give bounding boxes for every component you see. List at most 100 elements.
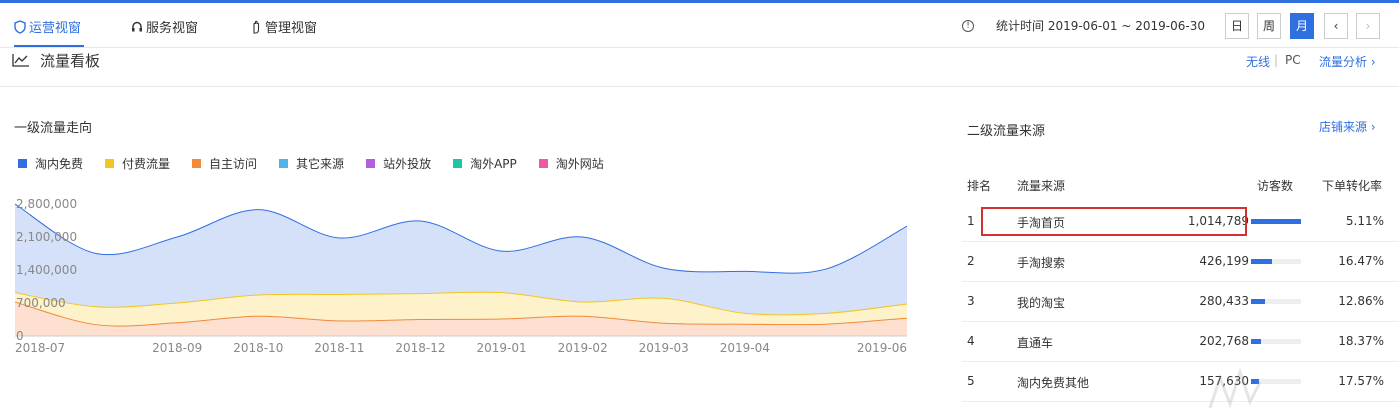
x-tick-label: 2018-07 <box>15 341 65 355</box>
header-source: 流量来源 <box>1017 179 1066 193</box>
x-tick-label: 2018-09 <box>152 341 202 355</box>
legend-item[interactable]: 其它来源 <box>279 155 344 172</box>
legend-label: 付费流量 <box>122 157 171 171</box>
header-visitors: 访客数 <box>1257 179 1294 193</box>
visitor-share-bar <box>1251 219 1301 224</box>
legend-item[interactable]: 淘内免费 <box>18 155 83 172</box>
table-row[interactable]: 2 手淘搜索 426,199 16.47% <box>962 242 1399 282</box>
visitor-share-bar <box>1251 379 1301 384</box>
row-source: 我的淘宝 <box>1017 296 1066 310</box>
row-visitors: 426,199 <box>1199 254 1249 268</box>
legend-label: 淘内免费 <box>35 157 84 171</box>
row-source: 手淘首页 <box>1017 216 1066 230</box>
legend-label: 淘外APP <box>470 157 517 171</box>
legend-swatch <box>366 159 376 168</box>
info-icon[interactable]: ! <box>962 19 974 32</box>
legend-label: 自主访问 <box>209 157 258 171</box>
next-period-button[interactable]: › <box>1356 13 1380 39</box>
traffic-analysis-link[interactable]: 流量分析 › <box>1319 55 1376 69</box>
visitor-share-fill <box>1251 259 1272 264</box>
traffic-trend-chart: 2,800,0002,100,0001,400,000700,00002018-… <box>14 197 908 355</box>
legend-item[interactable]: 淘外网站 <box>538 155 604 172</box>
tab-service[interactable]: 服务视窗 <box>131 17 198 36</box>
visitor-share-fill <box>1251 299 1265 304</box>
tab-service-label: 服务视窗 <box>146 21 199 36</box>
x-tick-label: 2019-02 <box>558 341 608 355</box>
prev-period-button[interactable]: ‹ <box>1324 13 1348 39</box>
y-tick-label: 700,000 <box>16 296 66 310</box>
row-conversion: 18.37% <box>1338 334 1384 348</box>
table-row[interactable]: 1 手淘首页 1,014,789 5.11% <box>962 202 1399 242</box>
table-row[interactable]: 3 我的淘宝 280,433 12.86% <box>962 282 1399 322</box>
row-conversion: 17.57% <box>1338 374 1384 388</box>
row-visitors: 202,768 <box>1199 334 1249 348</box>
link-separator: | <box>1274 53 1279 67</box>
tab-operations[interactable]: 运营视窗 <box>14 17 81 36</box>
row-visitors: 280,433 <box>1199 294 1249 308</box>
header-rank: 排名 <box>967 179 992 193</box>
headset-icon <box>132 21 142 31</box>
week-button[interactable]: 周 <box>1257 13 1281 39</box>
secondary-source-title: 二级流量来源 <box>967 124 1046 139</box>
legend-item[interactable]: 淘外APP <box>453 155 517 172</box>
y-tick-label: 2,100,000 <box>16 230 77 244</box>
tab-management[interactable]: 管理视窗 <box>250 17 317 36</box>
wireless-link[interactable]: 无线 <box>1246 55 1271 69</box>
legend-swatch <box>105 159 115 168</box>
x-tick-label: 2019-06 <box>857 341 907 355</box>
header-conversion: 下单转化率 <box>1322 179 1383 193</box>
shop-source-link[interactable]: 店铺来源 › <box>1319 120 1376 134</box>
day-button[interactable]: 日 <box>1225 13 1249 39</box>
legend-swatch <box>538 159 548 168</box>
row-rank: 3 <box>967 294 975 308</box>
legend-label: 其它来源 <box>296 157 345 171</box>
row-rank: 4 <box>967 334 975 348</box>
visitor-share-bar <box>1251 339 1301 344</box>
chart-title: 一级流量走向 <box>14 121 93 136</box>
x-tick-label: 2019-01 <box>476 341 526 355</box>
row-source: 手淘搜索 <box>1017 256 1066 270</box>
y-tick-label: 1,400,000 <box>16 263 77 277</box>
legend-swatch <box>18 159 27 168</box>
legend-item[interactable]: 付费流量 <box>105 155 170 172</box>
row-rank: 2 <box>967 254 975 268</box>
month-button[interactable]: 月 <box>1290 13 1314 39</box>
y-tick-label: 0 <box>16 329 24 343</box>
stat-period-label: 统计时间 2019-06-01 ~ 2019-06-30 <box>996 19 1205 33</box>
legend-item[interactable]: 站外投放 <box>366 155 431 172</box>
table-row[interactable]: 4 直通车 202,768 18.37% <box>962 322 1399 362</box>
legend-swatch <box>453 159 463 168</box>
series-line[interactable] <box>14 291 908 316</box>
row-visitors: 157,630 <box>1199 374 1249 388</box>
x-tick-label: 2018-12 <box>395 341 445 355</box>
tab-management-label: 管理视窗 <box>265 21 318 36</box>
top-accent-line <box>0 0 1399 3</box>
tab-operations-label: 运营视窗 <box>29 21 82 36</box>
legend-label: 站外投放 <box>383 157 432 171</box>
x-tick-label: 2019-04 <box>720 341 770 355</box>
legend-item[interactable]: 自主访问 <box>192 155 257 172</box>
legend-swatch <box>192 159 202 168</box>
row-conversion: 5.11% <box>1345 214 1384 228</box>
row-conversion: 12.86% <box>1338 294 1384 308</box>
x-tick-label: 2018-11 <box>314 341 364 355</box>
series-line[interactable] <box>14 301 908 327</box>
pc-link[interactable]: PC <box>1285 53 1301 67</box>
legend-swatch <box>279 159 289 168</box>
visitor-share-fill <box>1251 219 1301 224</box>
stat-period: ! 统计时间 2019-06-01 ~ 2019-06-30 <box>962 17 1205 34</box>
x-tick-label: 2019-03 <box>639 341 689 355</box>
visitor-share-bar <box>1251 299 1301 304</box>
line-chart-icon <box>12 54 29 67</box>
row-source: 淘内免费其他 <box>1017 376 1090 390</box>
visitor-share-bar <box>1251 259 1301 264</box>
section-header: 流量看板 无线 | PC 流量分析 › <box>0 49 1399 87</box>
series-line[interactable] <box>14 203 908 274</box>
series-area <box>15 302 907 336</box>
table-row[interactable]: 5 淘内免费其他 157,630 17.57% <box>962 362 1399 402</box>
row-conversion: 16.47% <box>1338 254 1384 268</box>
row-rank: 1 <box>967 214 975 228</box>
row-source: 直通车 <box>1017 336 1054 350</box>
chart-legend: 淘内免费 付费流量 自主访问 其它来源 站外投放 淘外APP 淘外网站 <box>18 155 626 172</box>
row-rank: 5 <box>967 374 975 388</box>
